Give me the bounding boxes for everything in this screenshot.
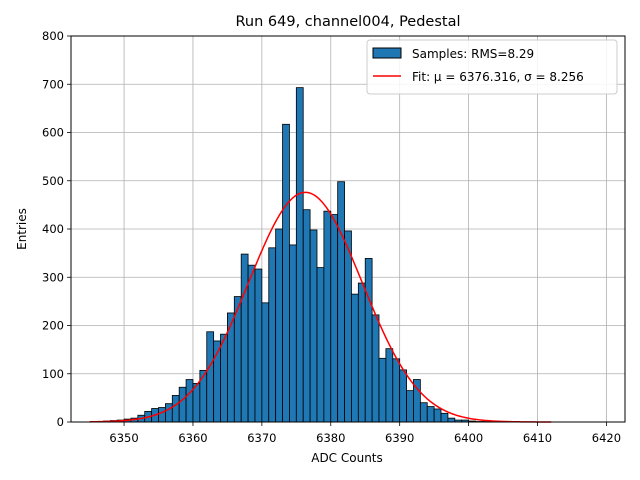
y-tick-label: 300 [42, 270, 64, 284]
histogram-bar [399, 369, 407, 423]
legend-fit-label: Fit: μ = 6376.316, σ = 8.256 [412, 70, 584, 84]
y-tick-label: 700 [42, 77, 64, 91]
legend: Samples: RMS=8.29 Fit: μ = 6376.316, σ =… [366, 39, 618, 95]
histogram-bar [378, 357, 387, 423]
histogram-bar [185, 379, 194, 423]
y-tick-label: 600 [42, 126, 64, 140]
histogram-bar [295, 87, 304, 423]
histogram-bars [102, 87, 490, 423]
histogram-bar [309, 229, 318, 423]
histogram-bar [440, 412, 449, 423]
histogram-bar [289, 244, 297, 423]
histogram-bar [268, 247, 277, 423]
y-axis-ticks: 0 100 200 300 400 500 600 700 800 [42, 29, 71, 429]
y-tick-label: 100 [42, 367, 64, 381]
x-tick-label: 6410 [523, 431, 552, 445]
histogram-bar [323, 210, 332, 423]
y-axis-label: Entries [15, 208, 29, 250]
histogram-bar [247, 264, 256, 423]
histogram-bar [406, 390, 414, 423]
histogram-bar [371, 314, 380, 423]
histogram-bar [344, 230, 352, 423]
histogram-bar [357, 282, 366, 423]
histogram-bar [447, 417, 456, 423]
x-tick-label: 6420 [592, 431, 621, 445]
histogram-bar [261, 302, 270, 423]
x-tick-label: 6350 [109, 431, 138, 445]
histogram-bar [433, 408, 442, 423]
legend-box [366, 39, 618, 95]
y-tick-label: 200 [42, 319, 64, 333]
y-tick-label: 500 [42, 174, 64, 188]
x-axis-label: ADC Counts [311, 451, 383, 465]
x-tick-label: 6360 [178, 431, 207, 445]
histogram-bar [392, 358, 401, 423]
histogram-bar [330, 214, 339, 423]
legend-samples-label: Samples: RMS=8.29 [412, 47, 534, 61]
histogram-bar [171, 395, 180, 423]
histogram-bar [364, 258, 373, 423]
x-tick-label: 6380 [316, 431, 345, 445]
y-tick-label: 0 [57, 415, 64, 429]
y-tick-label: 400 [42, 222, 64, 236]
x-tick-label: 6390 [385, 431, 414, 445]
histogram-bar [178, 386, 187, 423]
histogram-bar [206, 331, 215, 423]
histogram-bar [282, 123, 290, 423]
histogram-bar [351, 293, 359, 423]
histogram-bar [275, 228, 283, 423]
histogram-bar [337, 181, 345, 423]
x-axis-ticks: 6350 6360 6370 6380 6390 6400 6410 6420 [109, 422, 621, 445]
histogram-bar [199, 369, 208, 423]
fit-curve [89, 191, 552, 423]
histogram-bar [419, 402, 428, 423]
histogram-bar [302, 209, 311, 423]
x-tick-label: 6400 [454, 431, 483, 445]
x-tick-label: 6370 [247, 431, 276, 445]
legend-samples-swatch [372, 47, 402, 59]
histogram-bar [316, 267, 325, 423]
y-tick-label: 800 [42, 29, 64, 43]
histogram-bar [240, 253, 249, 423]
histogram-bar [426, 406, 435, 423]
histogram-bar [158, 407, 166, 423]
histogram-bar [385, 348, 394, 423]
histogram-bar [254, 268, 263, 423]
histogram-bar [165, 403, 173, 423]
chart-title: Run 649, channel004, Pedestal [235, 14, 460, 30]
histogram-bar [220, 333, 228, 423]
